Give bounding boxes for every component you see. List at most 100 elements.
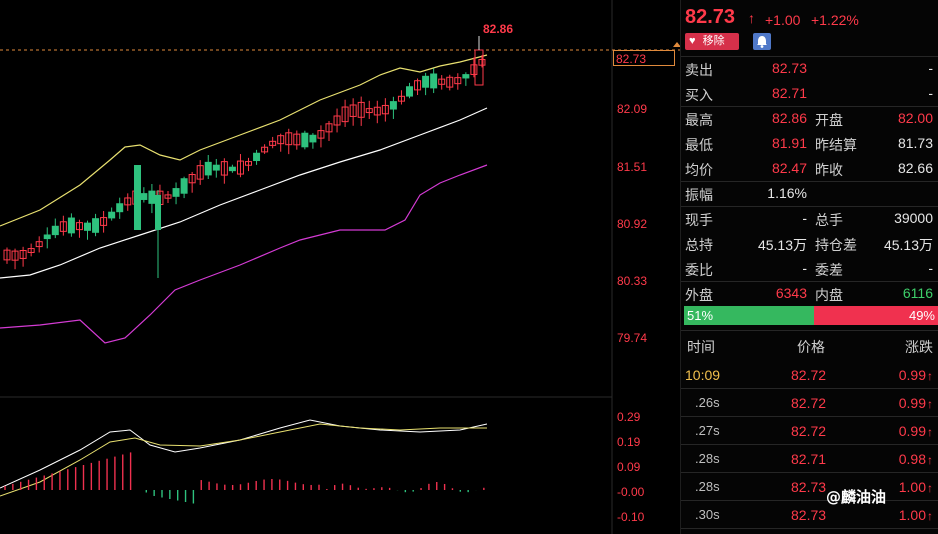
candle-body	[204, 161, 212, 176]
quote-row: 最高 82.86 开盘 82.00	[681, 106, 938, 131]
remove-label: 移除	[702, 35, 725, 47]
trade-price: 82.72	[791, 395, 827, 411]
candle-body	[51, 225, 59, 236]
trade-price: 82.72	[791, 367, 827, 383]
quote-label: 总持	[685, 237, 713, 253]
macd-dea-line	[0, 423, 487, 497]
quote-label: 昨结算	[815, 137, 857, 153]
quote-label: 现手	[685, 212, 713, 228]
header-price: 价格	[797, 339, 825, 355]
arrow-up-icon: ↑	[927, 509, 933, 523]
arrow-up-icon: ↑	[748, 10, 755, 26]
candle-body	[261, 146, 269, 153]
trade-time: 10:09	[685, 367, 721, 383]
candle-body	[446, 76, 454, 88]
candle-body	[422, 75, 430, 88]
quote-value: 81.73	[897, 135, 933, 151]
candle-body	[188, 173, 196, 184]
candle-body	[406, 86, 413, 97]
candle-body	[245, 161, 252, 166]
header-change: 涨跌	[905, 339, 933, 355]
candlestick-chart-svg[interactable]	[0, 0, 680, 534]
outer-ratio-label: 51%	[687, 308, 714, 323]
candle-body	[381, 104, 389, 115]
ma-line-magenta	[0, 164, 488, 344]
alert-button[interactable]	[753, 33, 771, 50]
candle-body	[478, 59, 486, 66]
trade-time: .27s	[695, 423, 720, 438]
kline-chart[interactable]: 82.86 82.73 82.09 81.51 80.92 80.33 79.7…	[0, 0, 680, 534]
last-price: 82.73	[685, 6, 736, 28]
candle-body	[220, 161, 228, 176]
candle-body	[341, 106, 349, 123]
trade-row[interactable]: .30s 82.73 1.00↑	[681, 501, 938, 529]
candle-body	[389, 101, 397, 110]
candle-body	[75, 222, 83, 231]
candle-body	[140, 193, 148, 200]
price-change-pct: +1.22%	[811, 12, 859, 28]
candle-body	[470, 64, 478, 75]
quote-row: 最低 81.91 昨结算 81.73	[681, 131, 938, 156]
macd-axis-label: -0.00	[617, 485, 645, 499]
trade-time: .30s	[695, 507, 720, 522]
trade-change: 1.00	[898, 507, 926, 523]
quote-label: 外盘	[685, 287, 713, 303]
trade-time: .28s	[695, 479, 720, 494]
candle-body	[116, 203, 124, 213]
trade-price: 82.73	[791, 479, 827, 495]
candle-body	[59, 221, 67, 232]
candle-body	[293, 133, 301, 146]
candle-body	[462, 74, 470, 79]
trade-row[interactable]: .28s 82.71 0.98↑	[681, 445, 938, 473]
header-time: 时间	[687, 339, 715, 355]
quote-value: 82.86	[771, 110, 807, 126]
candle-body	[414, 80, 422, 91]
candle-body	[454, 77, 462, 85]
trade-price: 82.73	[791, 507, 827, 523]
candle-body	[67, 217, 75, 234]
quote-value: 1.16%	[767, 185, 807, 201]
trade-price: 82.71	[791, 451, 827, 467]
quote-row: 振幅 1.16%	[681, 181, 938, 206]
quote-value: 39000	[894, 210, 933, 226]
quote-value: 45.13万	[883, 237, 933, 253]
candle-body	[43, 234, 51, 240]
candle-body	[100, 217, 108, 226]
quote-label: 持仓差	[815, 237, 857, 253]
candle-body	[397, 95, 405, 102]
trade-row[interactable]: .28s 82.73 1.00↑	[681, 473, 938, 501]
candle-body	[269, 140, 277, 146]
quote-row: 卖出 82.73 -	[681, 56, 938, 81]
heart-icon: ♥	[689, 35, 696, 47]
quote-panel: 82.73 ↑ +1.00 +1.22% ♥ 移除 卖出 82.73 - 买入 82.7…	[680, 0, 938, 534]
candle-body	[357, 101, 365, 118]
candle-body	[333, 115, 341, 126]
trade-row[interactable]: .27s 82.72 0.99↑	[681, 417, 938, 445]
quote-row: 委比 - 委差 -	[681, 256, 938, 281]
quote-row: 现手 - 总手 39000	[681, 206, 938, 231]
trade-row[interactable]: 10:09 82.72 0.99↑	[681, 361, 938, 389]
trade-time: .26s	[695, 395, 720, 410]
quote-value: 82.47	[771, 160, 807, 176]
candle-body	[11, 250, 19, 261]
candle-body	[438, 78, 446, 85]
candle-body	[349, 104, 357, 117]
quote-value: 6116	[902, 285, 933, 301]
quote-value: 6343	[775, 285, 807, 301]
price-axis-label: 79.74	[617, 331, 648, 345]
candle-body	[317, 130, 325, 139]
quote-label: 均价	[685, 162, 713, 178]
arrow-up-icon: ↑	[927, 481, 933, 495]
candle-body	[108, 211, 116, 219]
trade-row[interactable]: .26s 82.72 0.99↑	[681, 389, 938, 417]
trade-change: 0.99	[898, 367, 926, 383]
candle-body	[148, 190, 156, 204]
quote-value: 82.66	[897, 160, 933, 176]
candle-body	[373, 106, 381, 116]
candle-body	[253, 152, 261, 162]
remove-watchlist-button[interactable]: ♥ 移除	[685, 33, 739, 50]
candle-body	[3, 249, 11, 261]
quote-label: 委差	[815, 262, 843, 278]
arrow-up-icon: ↑	[927, 453, 933, 467]
quote-label: 卖出	[685, 62, 713, 78]
